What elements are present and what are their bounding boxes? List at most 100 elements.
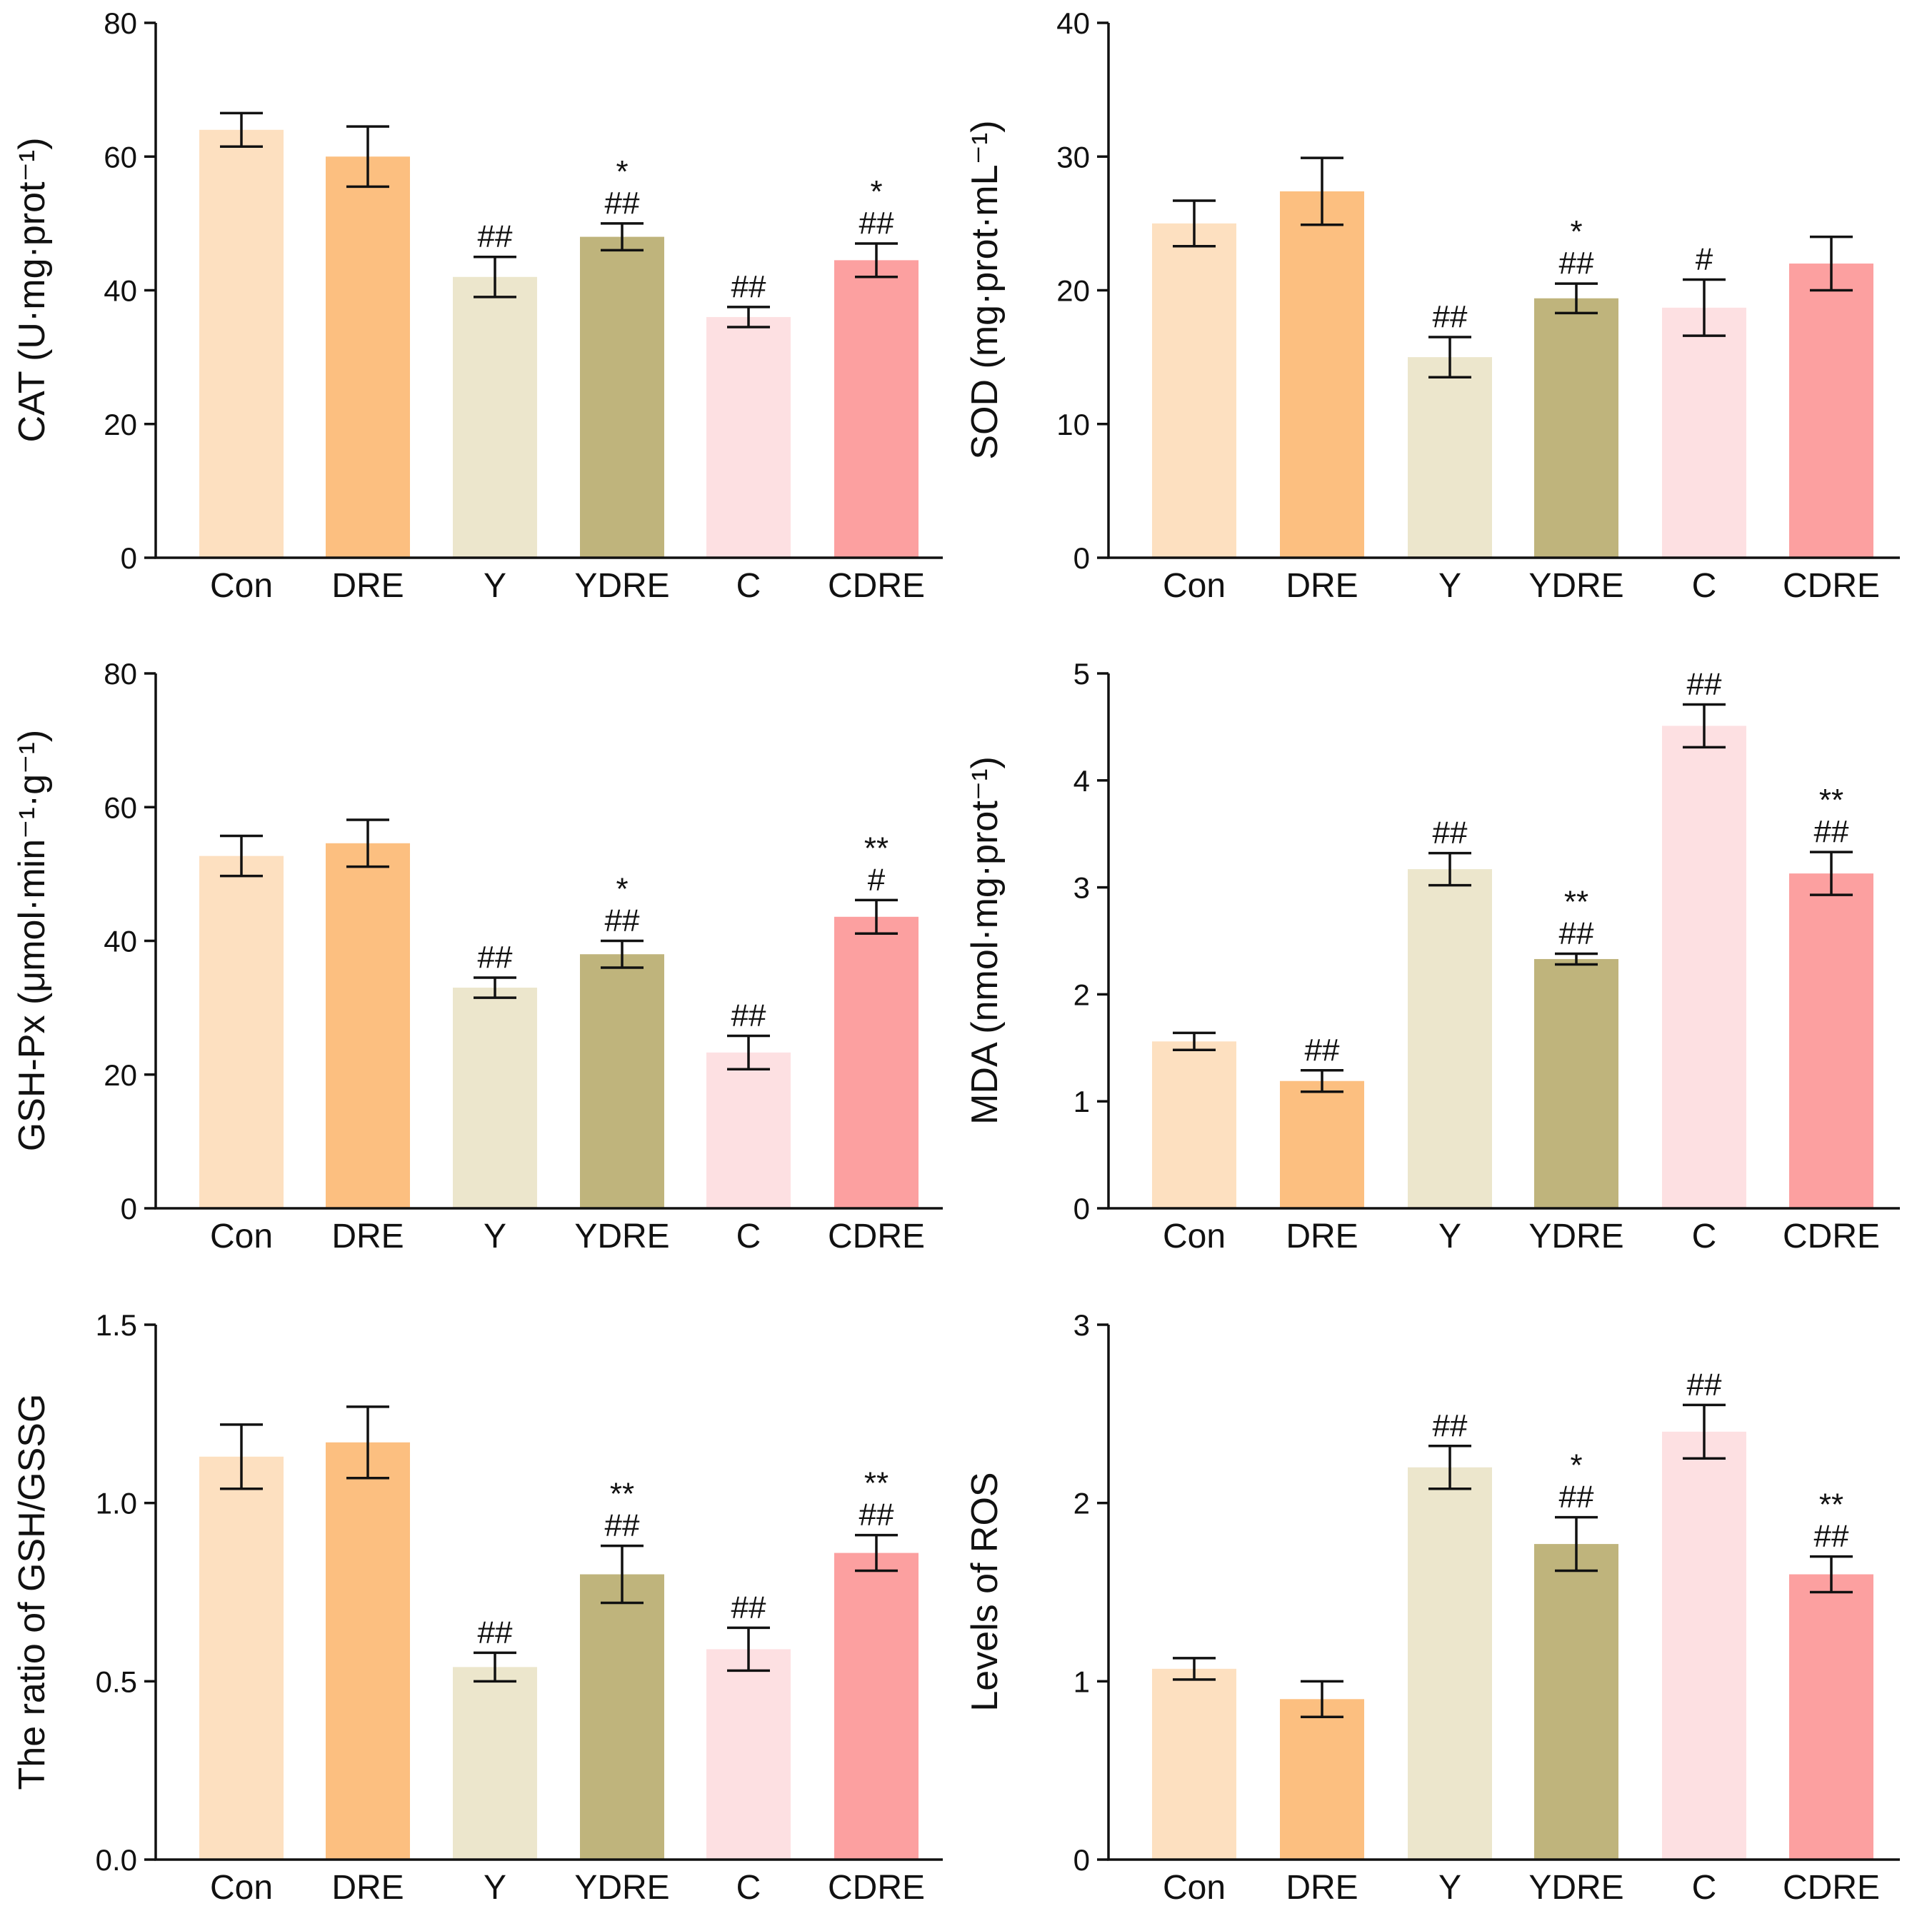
y-tick-label: 40 bbox=[104, 925, 137, 958]
bar-cdre bbox=[834, 260, 919, 558]
y-axis-title: Levels of ROS bbox=[964, 1472, 1006, 1711]
significance-label: ## bbox=[859, 206, 894, 241]
bar-y bbox=[453, 1667, 537, 1860]
bar-c bbox=[1662, 1431, 1746, 1860]
y-axis-title: CAT (U·mg·prot⁻¹) bbox=[11, 137, 53, 442]
significance-label: ## bbox=[1814, 1519, 1849, 1554]
error-bar-dre bbox=[346, 125, 389, 189]
significance-label: ## bbox=[731, 998, 766, 1033]
error-bar-ydre bbox=[601, 939, 644, 969]
y-tick-label: 0 bbox=[121, 1192, 137, 1225]
significance-label: ## bbox=[1559, 246, 1594, 281]
significance-label: ## bbox=[478, 940, 513, 975]
error-bar-c bbox=[1683, 1403, 1726, 1460]
bar-y bbox=[1408, 1467, 1492, 1860]
significance-label: ## bbox=[605, 1508, 640, 1543]
significance-label: ## bbox=[1814, 814, 1849, 849]
error-bar-cdre bbox=[855, 1533, 898, 1573]
significance-label: ## bbox=[605, 186, 640, 221]
x-tick-label: Y bbox=[1438, 567, 1461, 605]
x-tick-label: Con bbox=[1163, 1218, 1226, 1255]
y-tick-label: 30 bbox=[1056, 140, 1090, 174]
significance-label: ## bbox=[1305, 1033, 1340, 1068]
y-tick-label: 20 bbox=[104, 1058, 137, 1092]
error-bar-dre bbox=[346, 1405, 389, 1480]
bar-cdre bbox=[834, 916, 919, 1208]
bar-y bbox=[453, 276, 537, 558]
x-tick-label: C bbox=[736, 1869, 761, 1907]
bar-ydre bbox=[580, 1574, 664, 1860]
significance-label: * bbox=[616, 872, 628, 907]
bar-dre bbox=[1280, 1699, 1364, 1860]
y-tick-label: 40 bbox=[1056, 6, 1090, 40]
bar-con bbox=[199, 856, 284, 1208]
significance-label: ## bbox=[1433, 299, 1468, 334]
bar-ydre bbox=[1534, 958, 1618, 1208]
bar-con bbox=[199, 1456, 284, 1860]
bar-cdre bbox=[1789, 264, 1873, 558]
x-tick-label: DRE bbox=[331, 1218, 404, 1255]
x-tick-label: YDRE bbox=[1528, 1869, 1623, 1907]
x-tick-label: YDRE bbox=[1528, 567, 1623, 605]
y-axis-title: The ratio of GSH/GSSG bbox=[11, 1394, 53, 1790]
x-tick-label: Y bbox=[484, 1218, 506, 1255]
y-tick-label: 0 bbox=[121, 541, 137, 575]
y-tick-label: 0 bbox=[1073, 1843, 1090, 1877]
error-bar-con bbox=[1173, 1657, 1216, 1681]
error-bar-y bbox=[1428, 336, 1471, 378]
y-axis-title: MDA (nmol·mg·prot⁻¹) bbox=[964, 756, 1006, 1125]
error-bar-c bbox=[727, 306, 770, 328]
bar-cdre bbox=[1789, 873, 1873, 1208]
y-tick-label: 20 bbox=[104, 408, 137, 441]
significance-label: * bbox=[1570, 214, 1582, 249]
significance-label: ## bbox=[1687, 1367, 1722, 1402]
x-tick-label: YDRE bbox=[574, 1218, 669, 1255]
error-bar-y bbox=[474, 976, 516, 999]
error-bar-dre bbox=[1301, 1680, 1343, 1719]
error-bar-ydre bbox=[601, 222, 644, 252]
significance-label: # bbox=[868, 862, 886, 897]
error-bar-ydre bbox=[601, 1544, 644, 1605]
x-tick-label: C bbox=[736, 567, 761, 605]
significance-label: ** bbox=[610, 1477, 634, 1512]
error-bar-con bbox=[1173, 1031, 1216, 1052]
bar-con bbox=[199, 129, 284, 558]
error-bar-dre bbox=[1301, 156, 1343, 226]
x-tick-label: C bbox=[1692, 1218, 1717, 1255]
error-bar-y bbox=[1428, 851, 1471, 887]
x-tick-label: YDRE bbox=[574, 1869, 669, 1907]
x-tick-label: Con bbox=[1163, 1869, 1226, 1907]
y-tick-label: 80 bbox=[104, 657, 137, 691]
significance-label: * bbox=[616, 154, 628, 189]
error-bar-y bbox=[1428, 1445, 1471, 1490]
x-tick-label: CDRE bbox=[1783, 1218, 1880, 1255]
x-tick-label: CDRE bbox=[1783, 1869, 1880, 1907]
significance-label: ## bbox=[605, 903, 640, 938]
y-tick-label: 80 bbox=[104, 6, 137, 40]
bar-y bbox=[1408, 869, 1492, 1208]
bar-cdre bbox=[1789, 1574, 1873, 1860]
significance-label: ## bbox=[478, 1615, 513, 1650]
x-tick-label: CDRE bbox=[1783, 567, 1880, 605]
bar-c bbox=[706, 1649, 791, 1860]
significance-label: ## bbox=[731, 269, 766, 304]
bar-dre bbox=[1280, 1080, 1364, 1208]
x-tick-label: DRE bbox=[1286, 1869, 1358, 1907]
error-bar-c bbox=[1683, 703, 1726, 749]
y-tick-label: 10 bbox=[1056, 408, 1090, 441]
y-axis-title: SOD (mg·prot·mL⁻¹) bbox=[964, 120, 1006, 459]
error-bar-c bbox=[1683, 278, 1726, 337]
error-bar-ydre bbox=[1555, 1515, 1598, 1573]
y-tick-label: 1.0 bbox=[96, 1487, 137, 1520]
significance-label: * bbox=[1570, 1448, 1582, 1483]
significance-label: ## bbox=[1559, 916, 1594, 951]
x-tick-label: DRE bbox=[1286, 567, 1358, 605]
error-bar-cdre bbox=[855, 898, 898, 935]
error-bar-cdre bbox=[1810, 1555, 1853, 1594]
bar-con bbox=[1152, 223, 1236, 558]
bar-ydre bbox=[1534, 1544, 1618, 1860]
error-bar-ydre bbox=[1555, 282, 1598, 315]
significance-label: ** bbox=[864, 1466, 889, 1501]
significance-label: ** bbox=[1564, 884, 1588, 919]
